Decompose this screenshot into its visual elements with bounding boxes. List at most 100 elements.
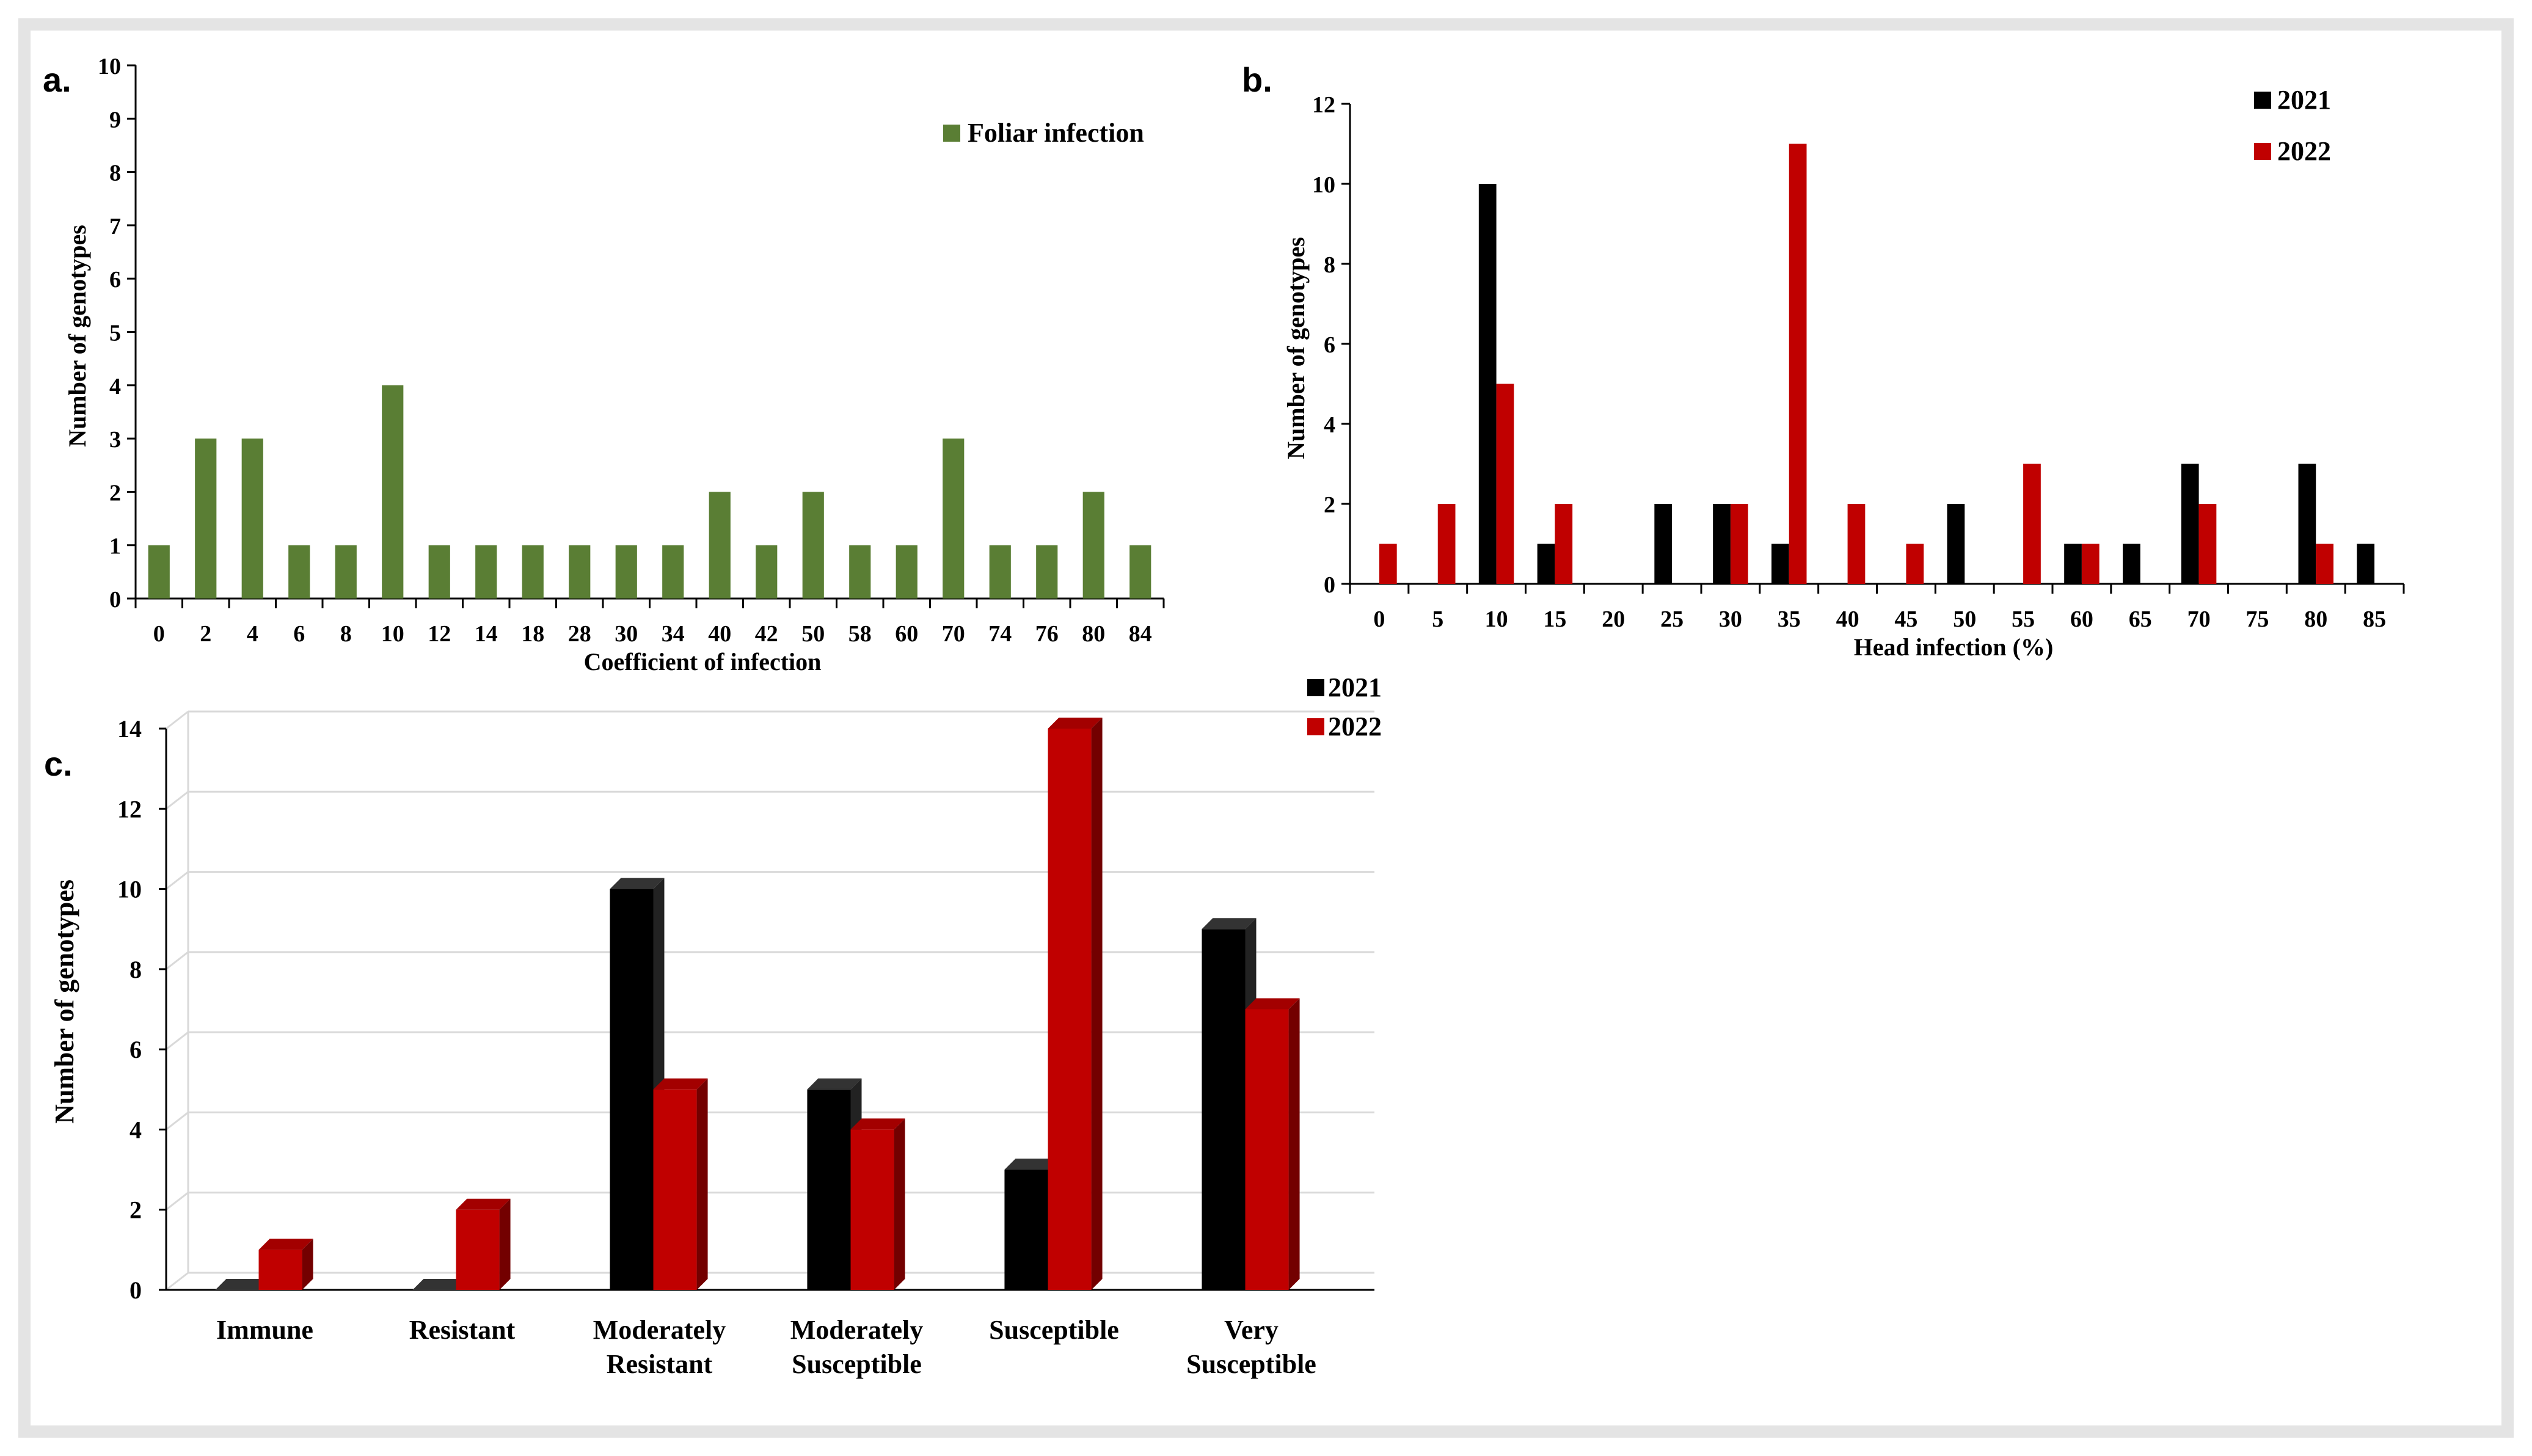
x-tick-label: Moderately (790, 1315, 923, 1345)
y-tick-label: 14 (117, 715, 142, 743)
gridline-side (166, 1112, 189, 1130)
bar-top (610, 878, 665, 889)
bar-foliar-infection (241, 439, 263, 599)
x-tick-label: 84 (1129, 621, 1152, 647)
y-tick-label: 2 (130, 1196, 142, 1224)
bar-foliar-infection (148, 545, 170, 599)
bar-front (807, 1089, 851, 1290)
x-tick-label: Very (1224, 1315, 1279, 1345)
bar-2022 (1847, 504, 1866, 584)
bar-foliar-infection (195, 439, 217, 599)
legend-label: 2021 (1328, 672, 1382, 702)
y-tick-label: 0 (130, 1276, 142, 1304)
bar-side (1288, 998, 1300, 1290)
bar-front (1004, 1170, 1048, 1290)
x-tick-label: Susceptible (792, 1349, 922, 1379)
y-tick-label: 3 (109, 427, 121, 453)
x-tick-label: 58 (848, 621, 872, 647)
bar-foliar-infection (615, 545, 637, 599)
bar-side (302, 1239, 313, 1290)
y-tick-label: 10 (1312, 172, 1335, 198)
bar-top (1004, 1159, 1059, 1170)
bar-top (258, 1239, 313, 1250)
x-tick-label: Moderately (593, 1315, 726, 1345)
bar-2022 (456, 1198, 511, 1290)
gridline-side (166, 951, 189, 970)
x-tick-label: 18 (521, 621, 544, 647)
bar-2021 (1713, 504, 1731, 584)
bar-foliar-infection (569, 545, 591, 599)
bar-front (610, 889, 654, 1290)
y-tick-label: 8 (109, 161, 121, 186)
y-tick-label: 5 (109, 321, 121, 346)
bar-2022 (1245, 998, 1300, 1290)
y-tick-label: 6 (109, 267, 121, 293)
x-tick-label: 75 (2246, 606, 2269, 632)
y-tick-label: 2 (1324, 492, 1335, 518)
panel-b-head-infection: b. 0 2 4 6 8 10 12 0 5 10 15 20 25 30 35 40 45 50 55 60 65 70 7… (1242, 60, 2405, 661)
x-tick-label: 55 (2012, 606, 2035, 632)
bar-foliar-infection (943, 439, 965, 599)
legend-swatch (2254, 143, 2271, 160)
bar-front (653, 1089, 697, 1290)
bar-2022 (1437, 504, 1456, 584)
bar-foliar-infection (288, 545, 310, 599)
x-tick-label: 42 (755, 621, 778, 647)
y-tick-label: 10 (117, 876, 142, 903)
bar-foliar-infection (662, 545, 684, 599)
gridline-side (166, 710, 189, 730)
x-tick-label: Resistant (409, 1315, 516, 1345)
bar-2022 (1496, 384, 1514, 584)
x-tick-label: 76 (1035, 621, 1059, 647)
y-axis-title: Number of genotypes (49, 879, 79, 1124)
y-tick-label: 12 (1312, 92, 1335, 118)
bar-foliar-infection (756, 545, 778, 599)
legend-swatch (943, 125, 960, 142)
bar-2022 (2316, 544, 2333, 584)
bar-front (258, 1250, 302, 1290)
bar-foliar-infection (382, 385, 404, 599)
bar-front (1245, 1009, 1289, 1290)
x-tick-label: 50 (801, 621, 825, 647)
x-tick-label: Susceptible (989, 1315, 1119, 1345)
x-tick-label: 28 (568, 621, 591, 647)
y-tick-label: 9 (109, 107, 121, 133)
bar-2021 (1654, 504, 1673, 584)
x-tick-label: 40 (1836, 606, 1859, 632)
legend-label: 2022 (1328, 712, 1382, 741)
bar-2022 (1906, 544, 1924, 584)
bar-top (215, 1279, 270, 1290)
x-tick-label: 74 (988, 621, 1012, 647)
x-axis-title: Coefficient of infection (584, 648, 822, 675)
bar-front (1048, 729, 1092, 1290)
x-tick-label: 80 (1082, 621, 1105, 647)
bar-2022 (1379, 544, 1397, 584)
bar-2022 (2023, 464, 2041, 584)
bar-2021 (2123, 544, 2140, 584)
x-tick-label: 25 (1660, 606, 1684, 632)
bar-top (850, 1118, 905, 1130)
y-tick-label: 8 (1324, 252, 1335, 278)
bar-2021 (1478, 184, 1497, 584)
legend-swatch (1307, 718, 1324, 735)
bar-top (456, 1198, 511, 1210)
x-tick-label: 15 (1543, 606, 1566, 632)
legend-swatch (1307, 679, 1324, 696)
panel-c-resistance-classes: c. 0 2 4 6 8 10 12 14 Immune Resistant Moderately Re… (44, 672, 1382, 1379)
bar-2022 (1730, 504, 1748, 584)
bar-2021 (1537, 544, 1555, 584)
x-tick-label: 30 (615, 621, 638, 647)
bar-foliar-infection (802, 492, 824, 599)
bar-2021 (2064, 544, 2082, 584)
y-axis-title: Number of genotypes (1282, 237, 1310, 459)
x-tick-label: 12 (428, 621, 451, 647)
y-tick-label: 4 (1324, 412, 1335, 438)
bar-2022 (258, 1239, 313, 1290)
bar-side (1091, 718, 1103, 1290)
bar-foliar-infection (989, 545, 1011, 599)
bar-top (653, 1078, 708, 1090)
bar-2021 (2298, 464, 2316, 584)
y-tick-label: 1 (109, 534, 121, 559)
x-tick-label: 14 (475, 621, 498, 647)
